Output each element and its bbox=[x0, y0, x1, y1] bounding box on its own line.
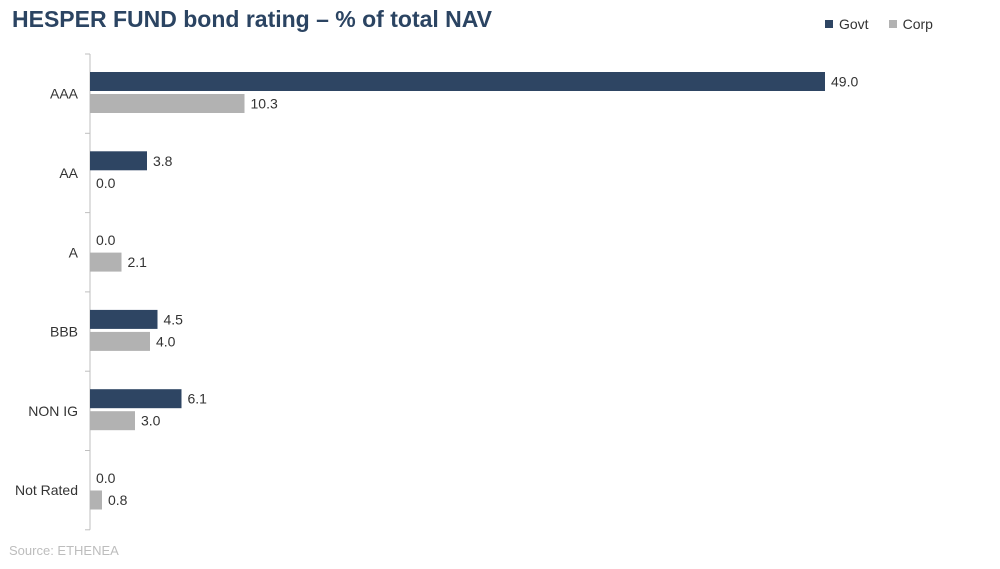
data-label-govt: 4.5 bbox=[164, 311, 184, 327]
bar-corp bbox=[90, 252, 122, 272]
chart-title: HESPER FUND bond rating – % of total NAV bbox=[12, 6, 493, 32]
bar-govt bbox=[90, 151, 147, 171]
legend-item-govt: Govt bbox=[825, 16, 869, 32]
bar-govt bbox=[90, 309, 158, 329]
category-label: A bbox=[69, 244, 79, 260]
data-label-govt: 3.8 bbox=[153, 153, 173, 169]
bar-corp bbox=[90, 331, 150, 351]
data-label-govt: 6.1 bbox=[188, 391, 208, 407]
category-label: AA bbox=[59, 165, 78, 181]
data-label-corp: 10.3 bbox=[251, 96, 278, 112]
legend-swatch-corp bbox=[888, 20, 897, 28]
bar-corp bbox=[90, 94, 245, 113]
data-label-govt: 0.0 bbox=[96, 470, 116, 486]
category-label: NON IG bbox=[28, 403, 78, 419]
data-label-corp: 4.0 bbox=[156, 333, 176, 349]
category-label: AAA bbox=[50, 86, 79, 102]
data-label-govt: 49.0 bbox=[831, 74, 858, 90]
legend-item-corp: Corp bbox=[888, 16, 933, 32]
data-label-corp: 0.8 bbox=[108, 492, 128, 508]
legend-swatch-govt bbox=[825, 20, 833, 28]
legend-label-govt: Govt bbox=[839, 16, 869, 32]
legend-label-corp: Corp bbox=[902, 16, 933, 32]
category-label: BBB bbox=[50, 324, 78, 340]
bar-govt bbox=[90, 72, 825, 91]
data-label-corp: 3.0 bbox=[141, 413, 161, 429]
data-label-corp: 2.1 bbox=[128, 254, 148, 270]
legend: Govt Corp bbox=[825, 16, 933, 32]
bar-corp bbox=[90, 490, 102, 510]
bar-govt bbox=[90, 389, 182, 409]
category-label: Not Rated bbox=[15, 482, 78, 498]
source-note: Source: ETHENEA bbox=[9, 543, 119, 558]
bar-corp bbox=[90, 411, 135, 431]
data-label-corp: 0.0 bbox=[96, 175, 116, 191]
data-label-govt: 0.0 bbox=[96, 232, 116, 248]
